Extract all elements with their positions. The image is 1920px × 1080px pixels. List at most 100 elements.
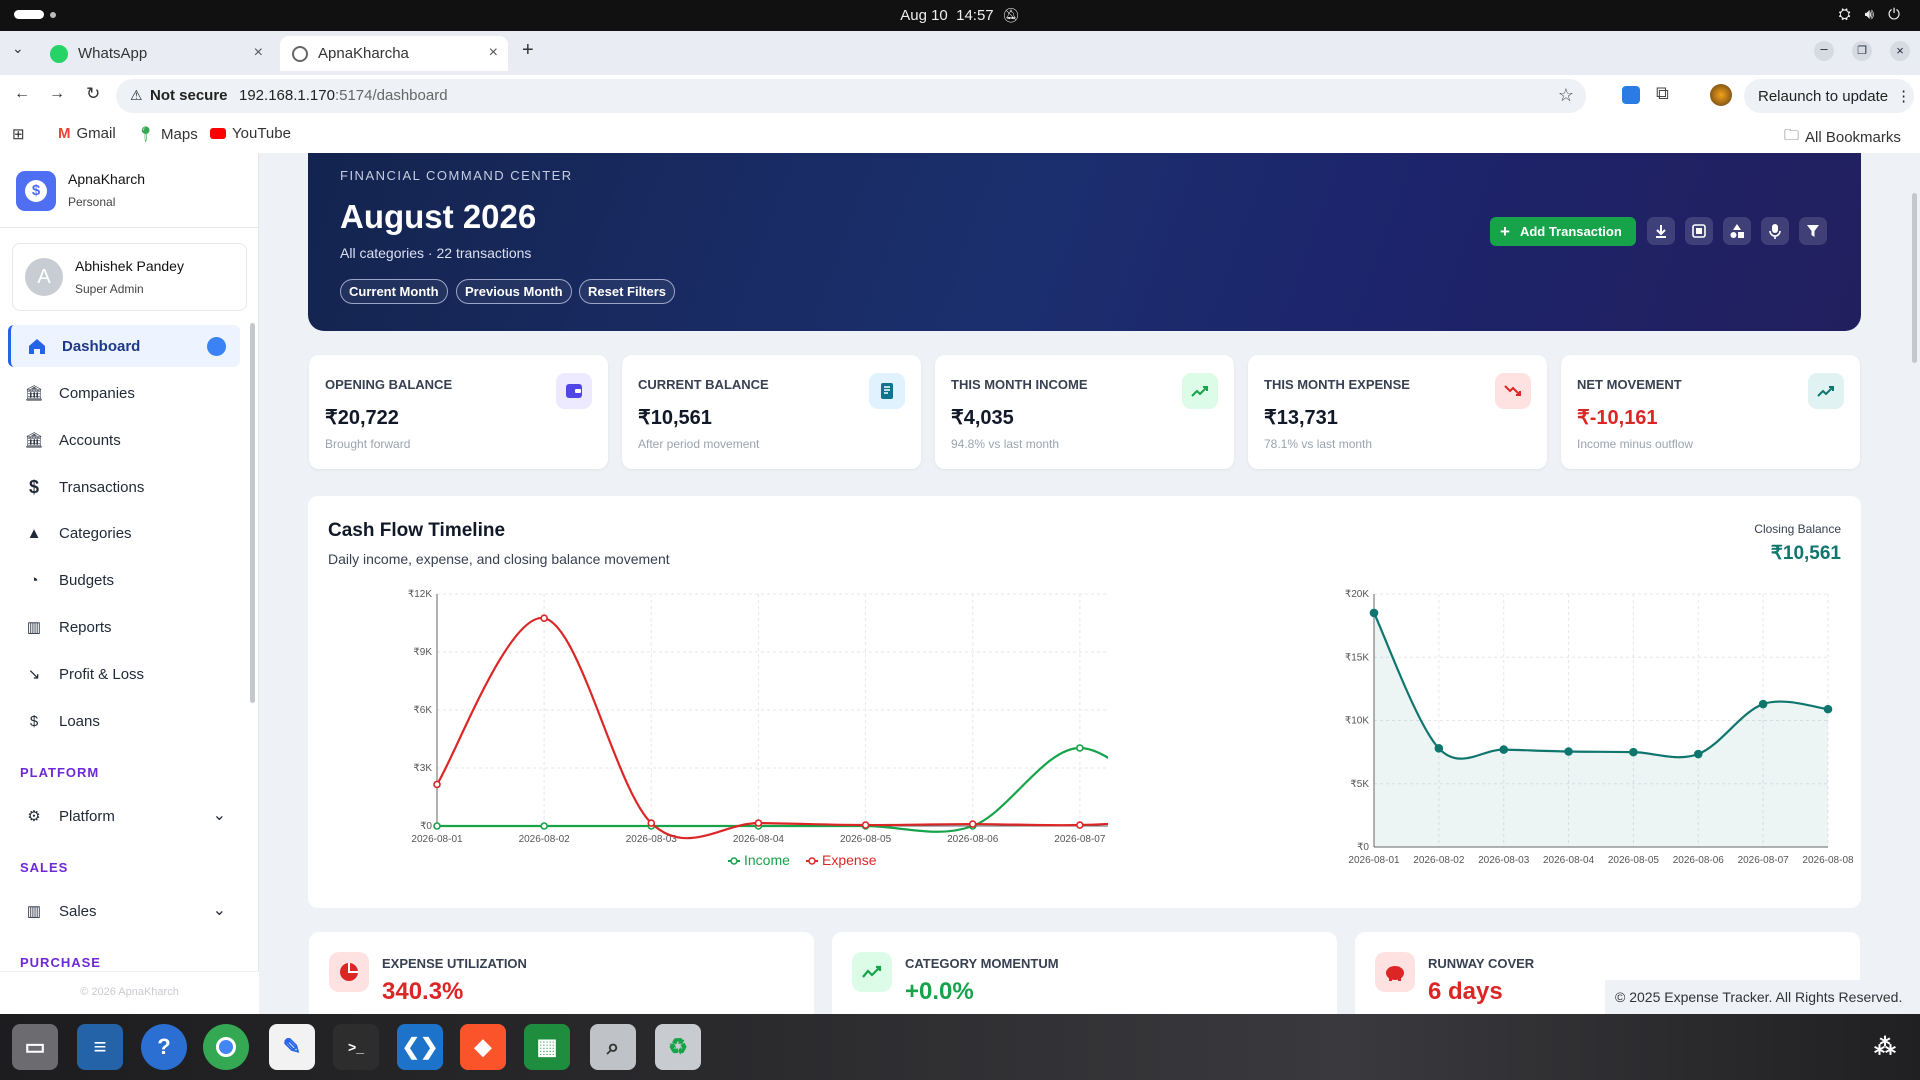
extensions-puzzle-icon[interactable]: ⧉: [1656, 83, 1669, 103]
categories-button[interactable]: [1723, 217, 1751, 245]
clock[interactable]: Aug 10 14:57 🔕︎: [0, 7, 1920, 24]
image-viewer-icon[interactable]: ⌕: [590, 1024, 636, 1070]
pdf-button[interactable]: [1685, 217, 1713, 245]
all-bookmarks[interactable]: 🗀 All Bookmarks: [1784, 125, 1901, 150]
download-icon: [1656, 225, 1666, 238]
app-viewport: $ ApnaKharch Personal A Abhishek Pandey …: [0, 153, 1920, 1014]
sidebar-item-budgets[interactable]: ◔ Budgets: [8, 559, 240, 601]
chip-previous-month[interactable]: Previous Month: [456, 279, 572, 304]
sidebar-item-sales[interactable]: ▥ Sales ⌄: [8, 890, 240, 932]
workspace-dot: [50, 12, 56, 18]
legend-label: Income: [744, 852, 790, 868]
data-point: [1758, 699, 1768, 709]
closing-balance-value: ₹10,561: [1770, 543, 1841, 564]
data-point: [1499, 745, 1509, 754]
new-tab-icon[interactable]: +: [522, 39, 534, 61]
sidebar-item-label: Platform: [59, 807, 115, 825]
sidebar-item-dashboard[interactable]: Dashboard: [8, 325, 240, 367]
sidebar-item-transactions[interactable]: $ Transactions: [8, 466, 240, 508]
reload-icon[interactable]: ↻: [86, 84, 101, 103]
card-expense-utilization: EXPENSE UTILIZATION 340.3%: [309, 932, 814, 1014]
bookmark-gmail[interactable]: M Gmail: [58, 125, 116, 142]
url-path: :5174/dashboard: [334, 87, 448, 104]
chevron-down-icon: ⌄: [212, 807, 226, 824]
extension-icon[interactable]: [1622, 86, 1640, 104]
folder-icon: 🗀: [1784, 127, 1800, 144]
spreadsheet-icon[interactable]: ▦: [524, 1024, 570, 1070]
power-icon: ⏻: [1888, 6, 1900, 23]
profile-avatar[interactable]: [1710, 84, 1732, 106]
user-name: Abhishek Pandey: [75, 258, 184, 274]
restore-icon[interactable]: ❐: [1852, 41, 1872, 61]
bookmark-maps[interactable]: 📍︎ Maps: [136, 125, 198, 144]
brave-icon[interactable]: ◆: [460, 1024, 506, 1070]
tab-apnakharcha[interactable]: ApnaKharcha ×: [280, 36, 508, 71]
minimize-icon[interactable]: –: [1814, 41, 1834, 61]
trending-up-icon: [852, 952, 892, 992]
relaunch-button[interactable]: Relaunch to update ⋮: [1744, 79, 1914, 113]
apps-grid-icon[interactable]: ⊞: [12, 126, 25, 143]
page-scrollbar[interactable]: [1912, 193, 1917, 363]
bookmark-star-icon[interactable]: ☆: [1557, 85, 1574, 105]
user-card[interactable]: A Abhishek Pandey Super Admin: [12, 243, 247, 311]
x-tick-label: 2026-08-03: [626, 834, 678, 845]
bookmark-youtube[interactable]: YouTube: [210, 125, 291, 142]
sidebar-item-companies[interactable]: 🏛︎ Companies: [8, 372, 240, 414]
text-editor-icon[interactable]: ✎: [269, 1024, 315, 1070]
close-window-icon[interactable]: ×: [1890, 41, 1910, 61]
add-transaction-button[interactable]: + Add Transaction: [1490, 217, 1636, 246]
card-sub: After period movement: [638, 437, 760, 451]
sidebar-item-loans[interactable]: $ Loans: [8, 700, 240, 742]
cash-flow-subtitle: Daily income, expense, and closing balan…: [328, 551, 670, 567]
sidebar-item-label: Transactions: [59, 478, 145, 496]
closing-balance-chart: ₹0 ₹5K ₹10K ₹15K ₹20K 2026-08-01 2026-08-02 202…: [1345, 589, 1854, 866]
chip-reset-filters[interactable]: Reset Filters: [579, 279, 676, 304]
x-tick-label: 2026-08-08: [1802, 855, 1854, 866]
omnibox[interactable]: ⚠ Not secure 192.168.1.170:5174/dashboar…: [116, 79, 1586, 113]
data-point: [647, 819, 656, 827]
sidebar-item-categories[interactable]: ▲ Categories: [8, 512, 240, 554]
sidebar-item-accounts[interactable]: 🏛︎ Accounts: [8, 419, 240, 461]
chrome-app-icon[interactable]: [203, 1024, 249, 1070]
system-tray[interactable]: ⛭ 🔊︎ ⏻: [1839, 6, 1900, 23]
vscode-icon[interactable]: ❮❯: [397, 1024, 443, 1070]
sidebar-item-profit-loss[interactable]: ↘ Profit & Loss: [8, 653, 240, 695]
brand-logo[interactable]: $: [16, 171, 56, 211]
system-top-bar: Aug 10 14:57 🔕︎ ⛭ 🔊︎ ⏻: [0, 0, 1920, 31]
series-line: [436, 746, 1108, 833]
wallet-icon: [556, 373, 592, 409]
main-content: FINANCIAL COMMAND CENTER August 2026 All…: [260, 153, 1920, 1014]
tab-search-chevron-icon[interactable]: ⌄: [12, 40, 24, 56]
volume-icon: 🔊︎: [1864, 6, 1875, 23]
data-point: [861, 821, 870, 829]
writer-app-icon[interactable]: ≡: [77, 1024, 123, 1070]
sidebar-item-reports[interactable]: ▥ Reports: [8, 606, 240, 648]
voice-button[interactable]: [1761, 217, 1789, 245]
url-text[interactable]: 192.168.1.170:5174/dashboard: [239, 87, 448, 104]
forward-icon[interactable]: →: [49, 85, 65, 102]
activities-indicator[interactable]: [14, 10, 44, 19]
sidebar-footer-area: © 2026 ApnaKharch: [0, 971, 259, 1014]
tab-whatsapp[interactable]: WhatsApp ×: [38, 36, 273, 71]
show-apps-icon[interactable]: ⁂: [1874, 1034, 1896, 1059]
filter-button[interactable]: [1799, 217, 1827, 245]
card-value: ₹10,561: [638, 407, 712, 429]
close-tab-icon[interactable]: ×: [253, 44, 263, 61]
back-icon[interactable]: ←: [14, 85, 30, 102]
terminal-icon[interactable]: >_: [333, 1024, 379, 1070]
close-tab-icon[interactable]: ×: [488, 44, 498, 61]
sidebar-scrollbar[interactable]: [250, 323, 255, 703]
sidebar-item-label: Accounts: [59, 431, 121, 449]
security-label[interactable]: Not secure: [150, 87, 228, 104]
help-app-icon[interactable]: ?: [141, 1024, 187, 1070]
y-tick-label: ₹0: [420, 821, 432, 832]
files-app-icon[interactable]: ▭: [12, 1024, 58, 1070]
chip-current-month[interactable]: Current Month: [340, 279, 448, 304]
card-label: THIS MONTH INCOME: [951, 377, 1088, 392]
avatar: A: [25, 258, 63, 296]
download-button[interactable]: [1647, 217, 1675, 245]
sidebar-item-platform[interactable]: ⚙ Platform ⌄: [8, 795, 240, 837]
sidebar-item-label: Sales: [59, 902, 97, 920]
trash-icon[interactable]: ♻: [655, 1024, 701, 1070]
bookmark-label: YouTube: [232, 125, 291, 142]
